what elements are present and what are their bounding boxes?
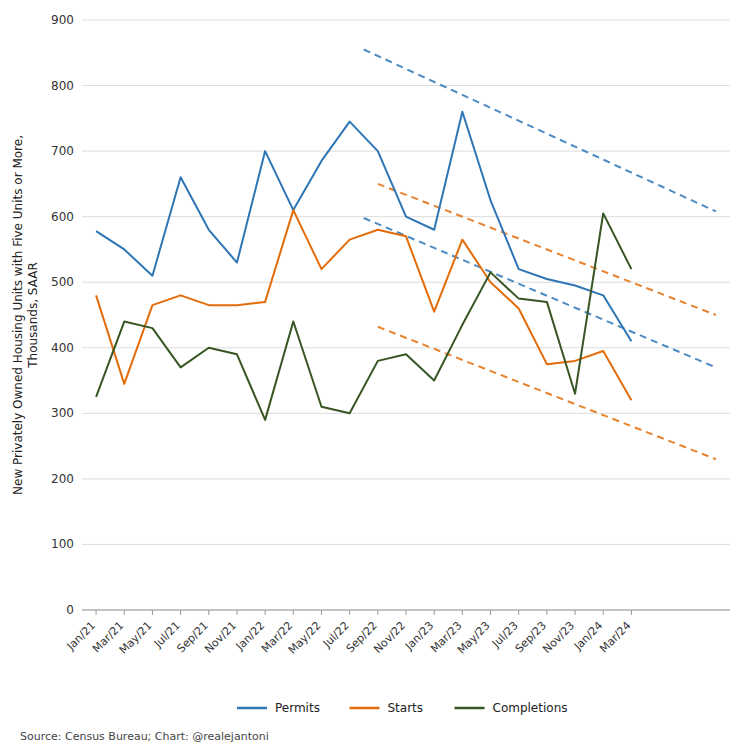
x-tick-label: May/23: [455, 619, 493, 657]
y-tick-label: 700: [51, 144, 74, 158]
grid-line: [82, 347, 730, 348]
x-tick-label: Nov/23: [540, 619, 577, 656]
annotation: Source: Census Bureau; Chart: @realejant…: [20, 730, 269, 743]
y-tick-label: 400: [51, 341, 74, 355]
x-tick: [96, 610, 97, 615]
y-tick-label: 300: [51, 406, 74, 420]
y-axis-label: New Privately Owned Housing Units with F…: [11, 135, 40, 495]
legend-label: Completions: [493, 701, 568, 715]
y-tick-label: 500: [51, 275, 74, 289]
legend-swatch: [455, 707, 485, 710]
x-tick: [518, 610, 519, 615]
x-tick-label: May/21: [117, 619, 155, 657]
legend-label: Permits: [275, 701, 320, 715]
x-tick-label: Nov/22: [371, 619, 408, 656]
x-tick: [546, 610, 547, 615]
y-tick-label: 0: [66, 603, 74, 617]
legend-swatch: [237, 707, 267, 710]
y-tick-label: 200: [51, 472, 74, 486]
x-tick-label: May/22: [286, 619, 324, 657]
trend-line: [378, 327, 716, 459]
y-tick-label: 800: [51, 79, 74, 93]
x-tick: [180, 610, 181, 615]
x-tick-label: Nov/21: [202, 619, 239, 656]
plot-area: [96, 50, 716, 460]
grid: [82, 20, 730, 610]
y-axis-label-line: Thousands, SAAR: [26, 262, 40, 369]
legend-label: Starts: [388, 701, 424, 715]
x-tick: [124, 610, 125, 615]
x-tick: [434, 610, 435, 615]
series-line: [96, 213, 631, 420]
y-tick-label: 100: [51, 537, 74, 551]
grid-line: [82, 478, 730, 479]
x-tick: [321, 610, 322, 615]
x-tick: [377, 610, 378, 615]
grid-line: [82, 544, 730, 545]
x-tick: [575, 610, 576, 615]
grid-line: [82, 282, 730, 283]
x-tick: [603, 610, 604, 615]
chart: 0100200300400500600700800900Jan/21Mar/21…: [0, 0, 750, 750]
x-tick: [490, 610, 491, 615]
trend-line: [364, 50, 716, 212]
x-tick: [152, 610, 153, 615]
x-tick: [236, 610, 237, 615]
y-tick-label: 600: [51, 210, 74, 224]
grid-line: [82, 151, 730, 152]
x-tick-label: Mar/24: [597, 619, 633, 655]
y-axis-label-line: New Privately Owned Housing Units with F…: [11, 135, 25, 495]
x-tick: [349, 610, 350, 615]
grid-line: [82, 85, 730, 86]
series-line: [96, 210, 631, 400]
series-line: [96, 112, 631, 341]
x-tick: [462, 610, 463, 615]
x-tick: [631, 610, 632, 615]
x-tick: [208, 610, 209, 615]
x-tick: [265, 610, 266, 615]
x-tick: [406, 610, 407, 615]
trend-line: [364, 218, 716, 367]
legend-swatch: [350, 707, 380, 710]
legend: Permits Starts Completions: [237, 701, 567, 715]
y-tick-label: 900: [51, 13, 74, 27]
x-tick: [293, 610, 294, 615]
grid-line: [82, 20, 730, 21]
grid-line: [82, 413, 730, 414]
